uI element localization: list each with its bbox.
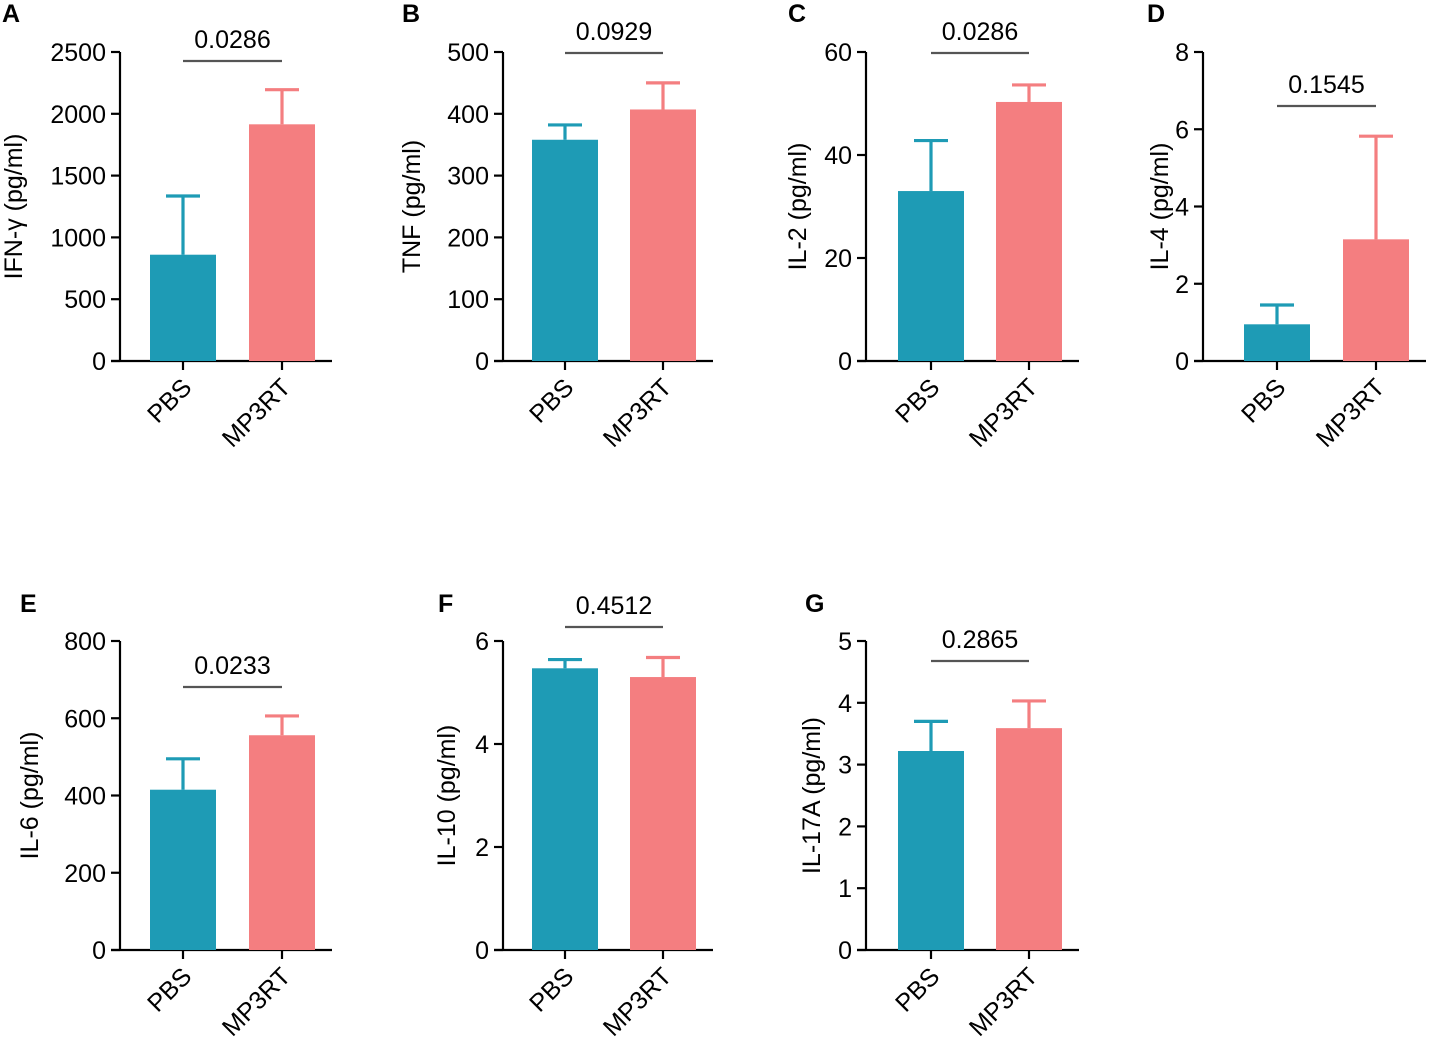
y-tick-label: 20 [824, 245, 852, 273]
p-value-label: 0.0286 [942, 18, 1018, 46]
bar-mp3rt [996, 728, 1062, 950]
y-tick-label: 2 [838, 813, 852, 841]
y-tick-label: 500 [447, 39, 489, 67]
y-tick-label: 400 [64, 783, 106, 811]
y-tick-label: 0 [838, 937, 852, 965]
bar-mp3rt [630, 677, 696, 950]
y-tick-label: 1 [838, 875, 852, 903]
y-tick-label: 0 [475, 937, 489, 965]
y-tick-label: 4 [475, 731, 489, 759]
y-tick-label: 1000 [50, 224, 106, 252]
y-tick-label: 500 [64, 286, 106, 314]
y-tick-label: 400 [447, 101, 489, 129]
panel-letter: E [20, 590, 37, 618]
bar-pbs [532, 668, 598, 950]
panel-letter: B [402, 0, 420, 28]
bar-mp3rt [630, 109, 696, 361]
y-tick-label: 2 [1175, 271, 1189, 299]
y-tick-label: 200 [64, 860, 106, 888]
y-tick-label: 200 [447, 224, 489, 252]
y-tick-label: 60 [824, 39, 852, 67]
panel-letter: A [2, 0, 20, 28]
y-tick-label: 2 [475, 834, 489, 862]
category-label-pbs: PBS [1236, 373, 1291, 428]
bar-mp3rt [249, 124, 315, 361]
bar-mp3rt [249, 735, 315, 950]
panel-letter: F [438, 590, 453, 618]
category-label-pbs: PBS [142, 373, 197, 428]
y-tick-label: 800 [64, 628, 106, 656]
category-label-mp3rt: MP3RT [217, 373, 296, 452]
y-tick-label: 4 [838, 690, 852, 718]
y-tick-label: 0 [1175, 348, 1189, 376]
chart-panel-g: G 0 1 2 3 4 5 IL-17A (pg/ml) PBS MP3RT 0.2865 [798, 590, 1079, 1042]
y-axis-label: IL-10 (pg/ml) [433, 725, 461, 867]
category-label-mp3rt: MP3RT [598, 962, 677, 1041]
y-tick-label: 0 [92, 348, 106, 376]
chart-panel-a: A 0 500 1000 1500 2000 2500 IFN-γ (pg/ml) PBS MP3… [0, 0, 332, 453]
bar-mp3rt [1343, 239, 1409, 361]
y-tick-label: 2000 [50, 101, 106, 129]
y-axis-label: IL-4 (pg/ml) [1146, 143, 1174, 271]
category-label-mp3rt: MP3RT [217, 962, 296, 1041]
panel-letter: C [788, 0, 806, 28]
panel-letter: G [805, 590, 824, 618]
y-axis-label: TNF (pg/ml) [398, 140, 426, 273]
y-tick-label: 0 [838, 348, 852, 376]
chart-panel-e: E 0 200 400 600 800 IL-6 (pg/ml) PBS MP3RT 0.0233 [16, 590, 332, 1042]
y-tick-label: 600 [64, 705, 106, 733]
category-label-mp3rt: MP3RT [964, 373, 1043, 452]
category-label-mp3rt: MP3RT [598, 373, 677, 452]
bar-pbs [532, 139, 598, 361]
category-label-pbs: PBS [524, 373, 579, 428]
y-tick-label: 100 [447, 286, 489, 314]
bar-pbs [150, 254, 216, 361]
panel-letter: D [1147, 0, 1165, 28]
y-tick-label: 6 [475, 628, 489, 656]
y-axis-label: IL-2 (pg/ml) [784, 143, 812, 271]
bar-pbs [150, 789, 216, 950]
chart-panel-d: D 0 2 4 6 8 IL-4 (pg/ml) PBS MP3RT 0.1545 [1146, 0, 1426, 453]
y-tick-label: 2500 [50, 39, 106, 67]
y-axis-label: IL-17A (pg/ml) [798, 717, 826, 874]
bar-pbs [1244, 324, 1310, 361]
y-tick-label: 0 [92, 937, 106, 965]
y-tick-label: 6 [1175, 116, 1189, 144]
y-axis-label: IFN-γ (pg/ml) [0, 134, 28, 280]
y-tick-label: 3 [838, 752, 852, 780]
p-value-label: 0.2865 [942, 626, 1018, 654]
y-tick-label: 1500 [50, 163, 106, 191]
y-tick-label: 0 [475, 348, 489, 376]
y-tick-label: 8 [1175, 39, 1189, 67]
category-label-mp3rt: MP3RT [964, 962, 1043, 1041]
chart-panel-b: B 0 100 200 300 400 500 TNF (pg/ml) PBS MP3RT 0.09… [398, 0, 713, 453]
y-tick-label: 300 [447, 163, 489, 191]
y-tick-label: 4 [1175, 194, 1189, 222]
p-value-label: 0.0929 [576, 18, 652, 46]
category-label-pbs: PBS [142, 962, 197, 1017]
category-label-mp3rt: MP3RT [1311, 373, 1390, 452]
p-value-label: 0.0286 [194, 26, 270, 54]
category-label-pbs: PBS [524, 962, 579, 1017]
category-label-pbs: PBS [890, 962, 945, 1017]
bar-pbs [898, 751, 964, 950]
p-value-label: 0.1545 [1288, 71, 1364, 99]
p-value-label: 0.0233 [194, 652, 270, 680]
chart-panel-f: F 0 2 4 6 IL-10 (pg/ml) PBS MP3RT 0.4512 [433, 590, 713, 1042]
y-tick-label: 40 [824, 142, 852, 170]
bar-pbs [898, 191, 964, 361]
bar-mp3rt [996, 101, 1062, 361]
p-value-label: 0.4512 [576, 592, 652, 620]
category-label-pbs: PBS [890, 373, 945, 428]
y-tick-label: 5 [838, 628, 852, 656]
chart-panel-c: C 0 20 40 60 IL-2 (pg/ml) PBS MP3RT 0.0286 [784, 0, 1079, 453]
y-axis-label: IL-6 (pg/ml) [16, 732, 44, 860]
